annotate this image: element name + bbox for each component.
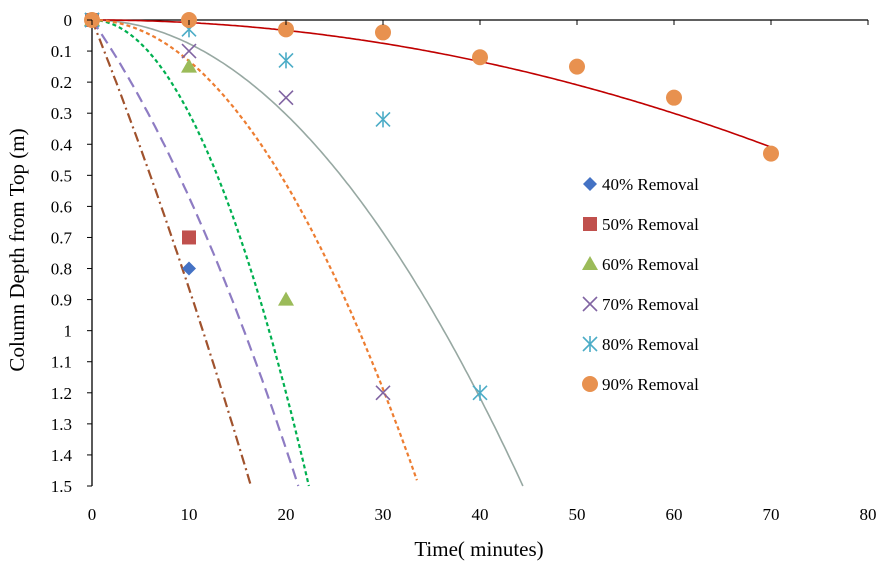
legend-label: 40% Removal — [602, 175, 699, 194]
y-tick-label: 1.2 — [51, 384, 72, 403]
y-axis-title: Column Depth from Top (m) — [5, 128, 29, 371]
y-tick-label: 0.2 — [51, 73, 72, 92]
y-tick-label: 0.1 — [51, 42, 72, 61]
trend-curve — [90, 19, 253, 487]
trend-curve — [91, 18, 310, 487]
x-tick-label: 80 — [860, 505, 877, 524]
legend-marker — [582, 336, 598, 352]
trend-curve — [92, 19, 524, 487]
data-points — [84, 12, 779, 401]
legend-marker — [582, 256, 598, 270]
data-point — [182, 261, 196, 276]
data-point — [375, 385, 391, 401]
data-point — [278, 21, 294, 38]
data-point — [278, 90, 294, 106]
y-tick-label: 1 — [64, 322, 73, 341]
legend-label: 70% Removal — [602, 295, 699, 314]
trend-curve — [91, 19, 300, 487]
data-point — [472, 49, 488, 66]
x-tick-label: 20 — [278, 505, 295, 524]
y-tick-label: 0.9 — [51, 291, 72, 310]
y-tick-label: 0.4 — [51, 135, 73, 154]
data-point — [763, 145, 779, 162]
data-point — [666, 89, 682, 106]
x-tick-label: 50 — [569, 505, 586, 524]
x-tick-label: 60 — [666, 505, 683, 524]
y-tick-label: 1.5 — [51, 477, 72, 496]
y-tick-label: 0.5 — [51, 166, 72, 185]
data-point — [182, 230, 196, 245]
y-tick-label: 0 — [64, 11, 73, 30]
y-tick-label: 0.8 — [51, 260, 72, 279]
plot-area — [84, 12, 868, 487]
data-point — [181, 58, 197, 73]
x-tick-label: 70 — [763, 505, 780, 524]
y-tick-label: 1.3 — [51, 415, 72, 434]
y-tick-label: 1.4 — [51, 446, 73, 465]
trend-curves — [90, 18, 772, 487]
data-point — [181, 43, 197, 59]
y-tick-label: 0.6 — [51, 197, 72, 216]
x-axis-title: Time( minutes) — [414, 537, 543, 561]
y-axis-ticks: 0 0.1 0.2 0.3 0.4 0.5 0.6 0.7 0.8 0.9 1 1.1 1.2 1.3 1.… — [51, 11, 92, 496]
trend-curve — [92, 19, 772, 148]
legend-marker — [582, 296, 598, 312]
x-tick-label: 10 — [181, 505, 198, 524]
y-tick-label: 0.3 — [51, 104, 72, 123]
legend-marker — [583, 177, 597, 191]
data-point — [278, 52, 294, 69]
x-axis-ticks: 0 10 20 30 40 50 60 70 80 — [88, 20, 877, 524]
y-tick-label: 0.7 — [51, 228, 73, 247]
y-tick-label: 1.1 — [51, 353, 72, 372]
legend-marker — [582, 376, 598, 392]
x-tick-label: 0 — [88, 505, 97, 524]
data-point — [375, 24, 391, 41]
legend: 40% Removal 50% Removal 60% Removal 70% Rem… — [582, 175, 699, 394]
legend-label: 50% Removal — [602, 215, 699, 234]
legend-marker — [583, 217, 597, 231]
x-tick-label: 40 — [472, 505, 489, 524]
data-point — [375, 111, 391, 128]
data-point — [278, 291, 294, 306]
legend-label: 80% Removal — [602, 335, 699, 354]
legend-label: 60% Removal — [602, 255, 699, 274]
trend-curve — [92, 18, 418, 481]
data-point — [472, 384, 488, 401]
legend-label: 90% Removal — [602, 375, 699, 394]
x-tick-label: 30 — [375, 505, 392, 524]
data-point — [569, 58, 585, 75]
